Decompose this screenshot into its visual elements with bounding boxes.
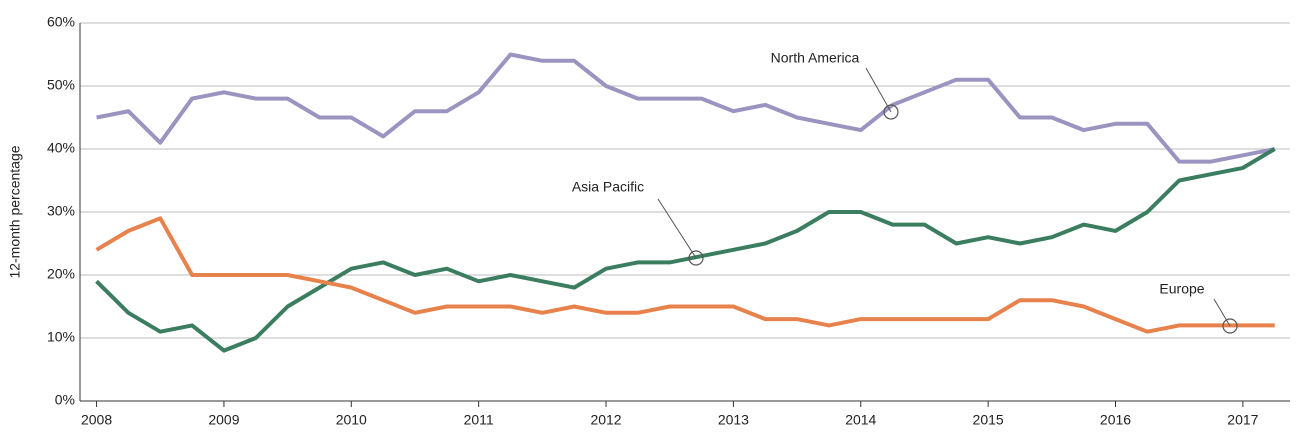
y-tick-label: 20%: [47, 266, 75, 282]
x-tick-label: 2013: [718, 412, 749, 428]
series-label: Asia Pacific: [572, 179, 644, 195]
x-tick-label: 2010: [336, 412, 367, 428]
y-tick-label: 30%: [47, 203, 75, 219]
callout-circle: [1222, 318, 1238, 334]
callout-line: [1213, 298, 1231, 327]
y-axis-label: 12-month percentage: [7, 145, 23, 278]
x-tick-label: 2016: [1100, 412, 1131, 428]
series-line: [96, 52, 1276, 164]
x-tick-label: 2017: [1227, 412, 1258, 428]
callout-line: [657, 198, 697, 259]
callout-circle: [688, 250, 704, 266]
x-tick-label: 2009: [208, 412, 239, 428]
y-tick-label: 60%: [47, 14, 75, 30]
series-label: North America: [771, 50, 860, 66]
series-label: Europe: [1159, 281, 1204, 297]
x-tick-label: 2015: [973, 412, 1004, 428]
x-tick-label: 2012: [590, 412, 621, 428]
x-tick-label: 2011: [464, 412, 494, 428]
series-line: [95, 216, 1275, 334]
y-tick-label: 0%: [55, 392, 75, 408]
series-line: [95, 147, 1276, 353]
callout-circle: [883, 104, 899, 120]
y-tick-label: 10%: [47, 329, 75, 345]
x-tick-label: 2014: [845, 412, 876, 428]
callout-line: [865, 67, 892, 113]
x-tick-label: 2008: [81, 412, 112, 428]
y-tick-label: 50%: [47, 77, 75, 93]
y-tick-label: 40%: [47, 140, 75, 156]
